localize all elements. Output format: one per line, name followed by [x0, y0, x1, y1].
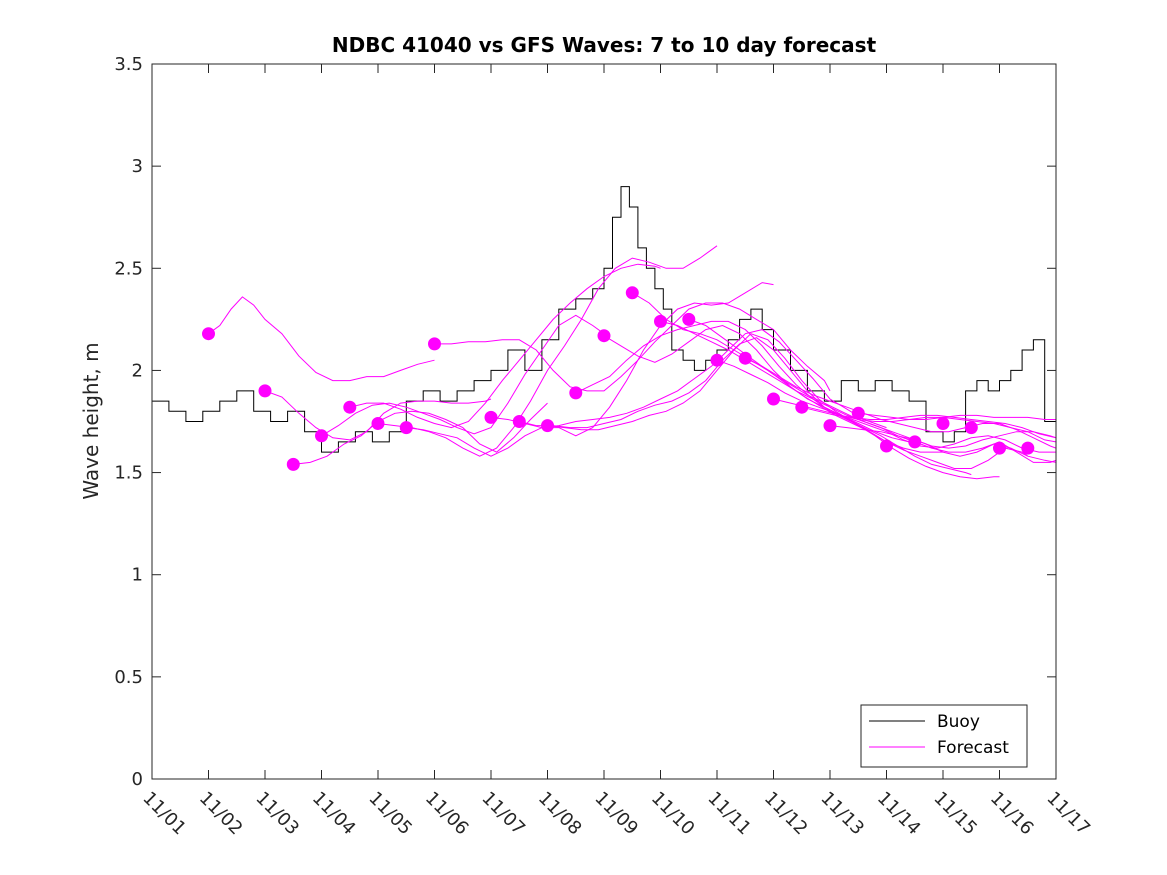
forecast-marker — [710, 353, 724, 367]
forecast-series-line — [321, 314, 605, 437]
forecast-marker — [823, 419, 837, 433]
forecast-marker — [993, 441, 1006, 455]
forecast-series-line — [208, 296, 435, 382]
forecast-marker — [315, 429, 328, 443]
forecast-marker — [936, 417, 950, 430]
forecast-marker — [880, 439, 893, 453]
forecast-series-line — [406, 282, 774, 457]
forecast-series-line — [829, 425, 1056, 449]
forecast-marker — [597, 329, 611, 343]
forecast-series-line — [377, 245, 718, 457]
legend: Buoy Forecast — [860, 704, 1028, 768]
forecast-marker — [428, 337, 441, 351]
y-tick-label: 3.5 — [114, 54, 143, 75]
forecast-marker — [851, 406, 865, 420]
forecast-marker — [767, 392, 780, 406]
forecast-marker — [202, 327, 215, 341]
forecast-marker — [738, 351, 752, 365]
y-tick-label: 1 — [132, 565, 143, 586]
forecast-marker — [343, 400, 357, 414]
forecast-marker — [964, 421, 978, 435]
forecast-series-line — [801, 406, 1056, 439]
y-tick-label: 2.5 — [114, 258, 143, 279]
forecast-marker — [1021, 441, 1035, 455]
forecast-marker — [371, 417, 385, 430]
forecast-marker — [541, 419, 554, 433]
forecast-series-line — [264, 390, 492, 441]
forecast-series-line — [575, 320, 972, 476]
forecast-marker — [654, 314, 667, 328]
y-tick-label: 0 — [132, 769, 143, 790]
forecast-series-line — [716, 359, 1056, 453]
forecast-marker — [569, 386, 583, 400]
forecast-series-line — [349, 263, 661, 429]
legend-box — [860, 704, 1028, 768]
y-axis-label: Wave height, m — [79, 342, 103, 499]
forecast-marker — [682, 312, 696, 326]
forecast-series-line — [434, 302, 831, 392]
forecast-marker — [795, 400, 809, 414]
forecast-series-line — [858, 412, 1056, 420]
forecast-marker — [625, 286, 639, 300]
y-tick-label: 2 — [132, 360, 143, 381]
y-tick-label: 0.5 — [114, 667, 143, 688]
y-tick-label: 3 — [132, 156, 143, 177]
forecast-series-line — [603, 324, 1000, 480]
forecast-marker — [512, 415, 526, 428]
forecast-marker — [399, 421, 413, 435]
forecast-marker — [258, 384, 272, 398]
legend-label-forecast: Forecast — [937, 738, 1009, 758]
forecast-series-line — [490, 329, 887, 429]
forecast-marker — [908, 435, 922, 449]
y-tick-label: 1.5 — [114, 463, 143, 484]
forecast-marker — [484, 410, 498, 424]
chart-title: NDBC 41040 vs GFS Waves: 7 to 10 day for… — [332, 33, 877, 57]
forecast-series-line — [773, 398, 1056, 443]
forecast-marker — [286, 457, 300, 471]
legend-label-buoy: Buoy — [937, 712, 980, 732]
